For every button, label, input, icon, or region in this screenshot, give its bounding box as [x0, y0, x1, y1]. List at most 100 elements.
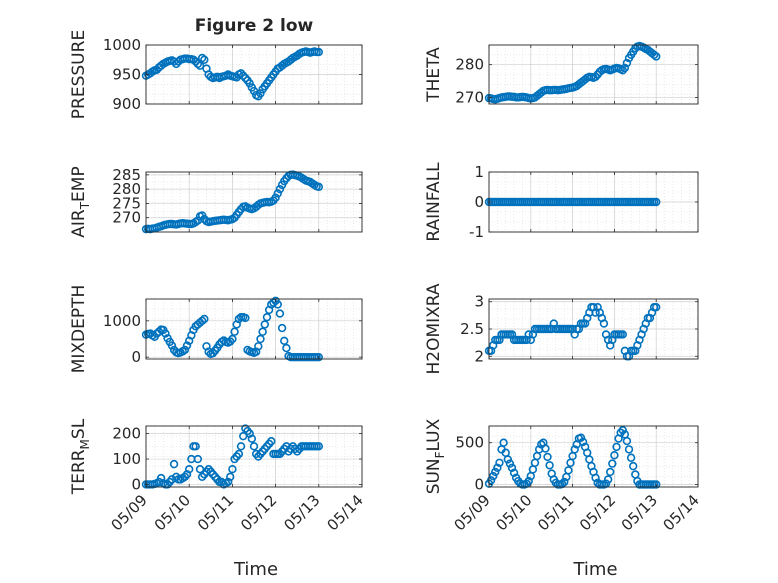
data-point: [230, 327, 239, 336]
x-tick-label: 05/13: [618, 491, 661, 534]
data-point: [167, 341, 177, 350]
data-point: [486, 476, 496, 485]
data-point: [591, 72, 600, 81]
data-point: [241, 313, 250, 323]
data-point: [228, 465, 237, 474]
y-tick-label: 100: [112, 450, 141, 468]
data-point: [610, 451, 619, 460]
data-point: [564, 466, 573, 475]
y-tick-label: 2: [474, 347, 484, 365]
y-tick-label: 275: [112, 194, 141, 212]
data-point: [543, 452, 552, 462]
figure-title: Figure 2 low: [195, 16, 314, 36]
x-tick-label: 05/12: [237, 491, 280, 534]
data-point: [606, 467, 615, 477]
data-point: [267, 437, 276, 446]
data-point: [493, 463, 502, 472]
data-point: [651, 197, 661, 207]
axis-box: [145, 425, 363, 488]
data-point: [182, 470, 192, 479]
data-point: [314, 352, 323, 362]
data-point: [505, 459, 515, 468]
data-point: [282, 343, 291, 353]
data-point: [260, 320, 269, 329]
subplot-h2omixra: 2 2.5 3 H2OMIXRA: [424, 283, 699, 375]
data-point: [200, 55, 209, 64]
data-point: [618, 66, 627, 75]
data-point: [197, 316, 207, 326]
data-point: [524, 476, 533, 486]
data-point: [169, 459, 179, 469]
data-point: [236, 69, 246, 78]
y-tick-label: 0: [474, 193, 484, 211]
data-point: [152, 65, 162, 74]
data-point: [262, 312, 272, 322]
data-series: [141, 424, 323, 489]
y-tick-label: 200: [112, 425, 141, 443]
data-point: [273, 300, 282, 309]
subplot-sun-flux: 0 500 SUNFLUX05/0905/1005/1105/1205/1305/1…: [424, 418, 703, 580]
y-tick-label: 280: [455, 56, 484, 74]
data-series: [484, 302, 661, 361]
y-tick-label: 0: [131, 348, 141, 366]
y-tick-label: 900: [112, 95, 141, 113]
data-point: [156, 473, 166, 483]
y-tick-label: 2.5: [460, 320, 484, 338]
data-point: [223, 477, 233, 487]
data-point: [599, 319, 609, 328]
data-point: [488, 471, 498, 481]
y-axis-label: THETA: [424, 47, 444, 103]
data-point: [197, 53, 207, 63]
y-axis-label: AIRTEMP: [69, 166, 92, 237]
axis-box: [145, 171, 363, 233]
data-point: [570, 445, 579, 454]
data-series: [484, 197, 661, 207]
data-series: [141, 296, 323, 362]
data-point: [314, 182, 323, 192]
x-axis-label: Time: [572, 559, 617, 580]
x-tick-label: 05/10: [492, 491, 535, 534]
data-point: [161, 329, 170, 338]
data-point: [191, 57, 200, 66]
data-point: [236, 442, 246, 451]
y-tick-label: 0: [131, 475, 141, 493]
data-point: [258, 327, 267, 336]
data-point: [509, 468, 519, 477]
data-point: [495, 458, 504, 467]
y-tick-label: 270: [455, 88, 484, 106]
data-point: [622, 436, 632, 446]
data-point: [256, 89, 265, 98]
data-point: [557, 479, 567, 489]
data-point: [651, 302, 661, 312]
data-point: [612, 442, 621, 452]
data-point: [193, 59, 203, 69]
x-tick-label: 05/13: [280, 491, 323, 534]
data-point: [576, 433, 586, 442]
data-point: [618, 330, 627, 339]
data-point: [629, 461, 638, 471]
y-tick-label: 950: [112, 66, 141, 84]
y-tick-label: 0: [474, 475, 484, 493]
data-point: [193, 454, 203, 464]
data-point: [314, 442, 323, 451]
data-point: [651, 480, 661, 489]
data-point: [626, 453, 636, 462]
data-point: [578, 437, 588, 447]
data-point: [507, 463, 517, 472]
data-series: [141, 170, 323, 234]
data-point: [226, 472, 235, 482]
data-point: [503, 455, 513, 464]
data-point: [180, 345, 190, 355]
subplot-mixdepth: 0 1000 MIXDEPTH: [69, 285, 363, 373]
data-point: [491, 467, 500, 477]
subplot-pressure: 900 950 1000 PRESSURE: [69, 30, 363, 119]
axis-box: [145, 298, 363, 360]
data-point: [185, 465, 194, 474]
data-point: [560, 477, 569, 487]
y-tick-label: 285: [112, 166, 141, 184]
y-tick-label: 270: [112, 209, 141, 227]
axis-box: [488, 425, 699, 488]
data-point: [245, 79, 254, 88]
data-point: [620, 63, 630, 73]
